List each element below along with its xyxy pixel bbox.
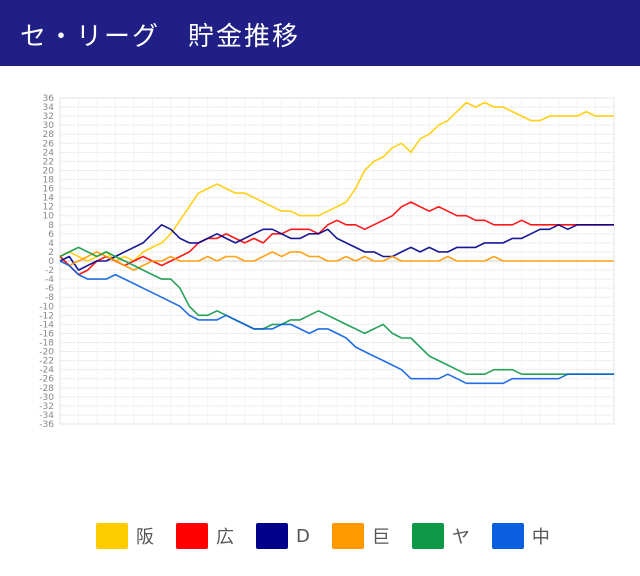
legend-swatch — [331, 523, 364, 549]
y-tick-label: 22 — [43, 157, 54, 167]
y-tick-label: 18 — [43, 176, 55, 186]
y-tick-label: 10 — [43, 212, 55, 222]
legend-item: 中 — [491, 523, 550, 549]
y-tick-label: 34 — [43, 103, 55, 113]
y-tick-label: 26 — [43, 139, 55, 149]
y-tick-label: 12 — [43, 203, 54, 213]
legend-label: 広 — [216, 527, 234, 548]
y-tick-label: 28 — [43, 130, 55, 140]
legend-item: 巨 — [331, 523, 390, 549]
y-tick-label: -12 — [39, 311, 54, 321]
legend-label: 中 — [531, 527, 550, 548]
y-tick-label: -36 — [39, 420, 54, 430]
legend-item: 広 — [176, 523, 234, 549]
y-tick-label: 14 — [43, 194, 55, 204]
y-tick-label: -2 — [45, 266, 54, 276]
y-tick-label: 24 — [43, 148, 55, 158]
series-line — [59, 224, 614, 271]
y-tick-label: -8 — [45, 293, 54, 303]
y-tick-label: -30 — [39, 393, 54, 403]
y-tick-label: -22 — [39, 357, 54, 367]
y-tick-label: -24 — [39, 366, 54, 376]
y-tick-label: 6 — [48, 230, 54, 240]
page-title: セ・リーグ 貯金推移 — [20, 22, 301, 52]
legend-swatch — [411, 523, 444, 549]
y-tick-label: -20 — [39, 348, 54, 358]
series-line — [59, 246, 614, 376]
y-tick-label: 0 — [48, 257, 54, 267]
chart-area: -36-34-32-30-28-26-24-22-20-18-16-14-12-… — [39, 94, 615, 430]
legend-swatch — [256, 523, 288, 549]
y-tick-label: -28 — [39, 384, 54, 394]
y-tick-label: -10 — [39, 302, 54, 312]
y-tick-label: -32 — [39, 402, 54, 412]
y-tick-label: -4 — [45, 275, 54, 285]
legend-swatch — [96, 523, 128, 549]
series-line — [59, 101, 614, 262]
legend-swatch — [491, 523, 524, 549]
legend-item: ヤ — [411, 523, 470, 549]
legend-label: D — [296, 525, 310, 547]
series-line — [59, 260, 614, 385]
y-tick-label: 30 — [43, 121, 55, 131]
y-tick-label: -26 — [39, 375, 54, 385]
y-tick-label: 2 — [48, 248, 54, 258]
legend-label: 巨 — [371, 527, 390, 548]
legend-label: 阪 — [136, 527, 154, 548]
y-tick-label: -14 — [39, 320, 54, 330]
y-tick-label: 4 — [48, 239, 54, 249]
y-tick-label: 16 — [43, 185, 55, 195]
y-tick-label: -6 — [45, 284, 54, 294]
y-tick-label: -34 — [39, 411, 54, 421]
y-tick-label: -18 — [39, 339, 54, 349]
y-tick-label: 32 — [43, 112, 54, 122]
y-tick-label: 36 — [43, 94, 55, 104]
chart-header: セ・リーグ 貯金推移 — [0, 0, 640, 66]
series-line — [59, 251, 614, 271]
legend-label: ヤ — [451, 527, 470, 548]
legend-item: 阪 — [96, 523, 154, 549]
legend-swatch — [176, 523, 208, 549]
y-tick-label: 20 — [43, 166, 55, 176]
y-tick-label: 8 — [48, 221, 54, 231]
legend-item: D — [256, 523, 310, 549]
y-tick-label: -16 — [39, 329, 54, 339]
